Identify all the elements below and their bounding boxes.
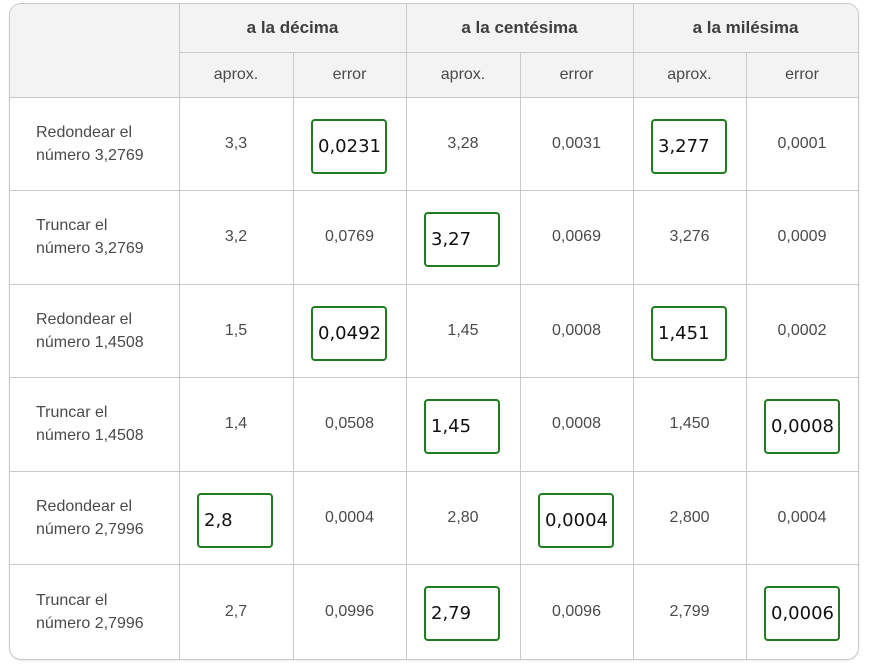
row-label: Truncar el número 2,7996 — [10, 564, 179, 659]
column-divider — [293, 52, 294, 659]
column-divider — [179, 4, 180, 659]
table-cell-value: 0,0069 — [552, 228, 601, 245]
row-label-line: Truncar el — [36, 404, 108, 421]
table-cell-value: 1,450 — [669, 415, 710, 432]
table-cell-value: 0,0996 — [325, 602, 374, 620]
table-cell-value: 3,28 — [447, 134, 479, 152]
column-header: error — [559, 65, 594, 83]
row-divider — [10, 471, 858, 472]
table-cell-value: 1,4 — [224, 415, 248, 432]
column-header: error — [332, 65, 367, 83]
table-cell-value: 0,0508 — [325, 415, 374, 432]
table-cell-value: 0,0009 — [777, 228, 827, 245]
column-divider — [746, 52, 747, 659]
highlighted-value-box: 0,0492 — [311, 306, 387, 361]
group-header: a la centésima — [461, 18, 578, 37]
row-label-line: número 1,4508 — [36, 427, 144, 444]
table-cell-value: 0,0008 — [552, 415, 601, 432]
row-divider — [10, 564, 858, 565]
row-divider — [10, 97, 858, 98]
table-cell-value: 0,0004 — [325, 508, 374, 526]
table-cell-value: 0,0096 — [552, 602, 601, 620]
highlighted-value-box: 1,45 — [424, 399, 500, 454]
column-header: aprox. — [440, 65, 486, 83]
row-label-line: Truncar el — [36, 217, 108, 234]
table-cell-value: 0,0008 — [552, 321, 601, 339]
table-cell-value: 1,5 — [224, 321, 248, 339]
group-header: a la décima — [246, 18, 339, 37]
highlighted-value-box: 0,0004 — [538, 493, 614, 548]
table-cell-value: 0,0769 — [325, 228, 374, 245]
table-cell-value: 3,3 — [224, 134, 248, 152]
table-cell-value: 0,0004 — [777, 508, 827, 526]
table-cell-value: 2,7 — [224, 602, 248, 620]
row-divider — [10, 284, 858, 285]
highlighted-value-box: 0,0006 — [764, 586, 840, 641]
table-cell-value: 0,0031 — [552, 134, 601, 152]
row-label-line: número 2,7996 — [36, 520, 144, 538]
comparison-table: a la décima a la centésima a la milésima ap… — [9, 3, 859, 660]
column-divider — [633, 4, 634, 659]
corner-cell — [10, 4, 179, 97]
row-label-line: número 1,4508 — [36, 333, 144, 351]
row-label-text: Truncar el número 1,4508 — [36, 401, 144, 447]
column-header: aprox. — [667, 65, 712, 83]
highlighted-value-box: 0,0231 — [311, 119, 387, 174]
table-cell-value: 2,80 — [447, 508, 479, 526]
table-cell-value: 3,2 — [224, 228, 248, 245]
column-divider — [520, 52, 521, 659]
row-label-line: Redondear el — [36, 497, 133, 515]
row-label-text: Redondear el número 2,7996 — [36, 495, 144, 541]
column-header: error — [785, 65, 819, 83]
group-header: a la milésima — [692, 18, 799, 37]
highlighted-value-box: 2,79 — [424, 586, 500, 641]
row-label-line: Truncar el — [36, 591, 108, 609]
highlighted-value-box: 3,27 — [424, 212, 500, 267]
row-label-line: número 3,2769 — [36, 240, 144, 257]
table-cell-value: 0,0001 — [777, 134, 827, 152]
row-label: Redondear el número 2,7996 — [10, 471, 179, 564]
row-label: Redondear el número 3,2769 — [10, 97, 179, 190]
row-label: Truncar el número 1,4508 — [10, 377, 179, 471]
highlighted-value-box: 2,8 — [197, 493, 273, 548]
highlighted-value-box: 0,0008 — [764, 399, 840, 454]
row-divider — [10, 190, 858, 191]
highlighted-value-box: 3,277 — [651, 119, 727, 174]
row-label-text: Truncar el número 2,7996 — [36, 589, 144, 635]
row-label-text: Truncar el número 3,2769 — [36, 214, 144, 260]
table-cell-value: 0,0002 — [777, 321, 827, 339]
table-cell-value: 1,45 — [447, 321, 479, 339]
row-label-line: número 2,7996 — [36, 614, 144, 632]
table-cell-value: 2,799 — [669, 602, 710, 620]
group-header-divider — [179, 52, 858, 53]
row-label-text: Redondear el número 1,4508 — [36, 308, 144, 354]
column-divider — [406, 4, 407, 659]
column-header: aprox. — [213, 65, 259, 83]
row-label: Redondear el número 1,4508 — [10, 284, 179, 377]
table-cell-value: 2,800 — [669, 508, 710, 526]
row-label-line: número 3,2769 — [36, 146, 144, 164]
highlighted-value-box: 1,451 — [651, 306, 727, 361]
row-divider — [10, 377, 858, 378]
row-label-text: Redondear el número 3,2769 — [36, 121, 144, 167]
row-label-line: Redondear el — [36, 123, 133, 141]
row-label-line: Redondear el — [36, 310, 133, 328]
table-cell-value: 3,276 — [669, 228, 710, 245]
row-label: Truncar el número 3,2769 — [10, 190, 179, 284]
